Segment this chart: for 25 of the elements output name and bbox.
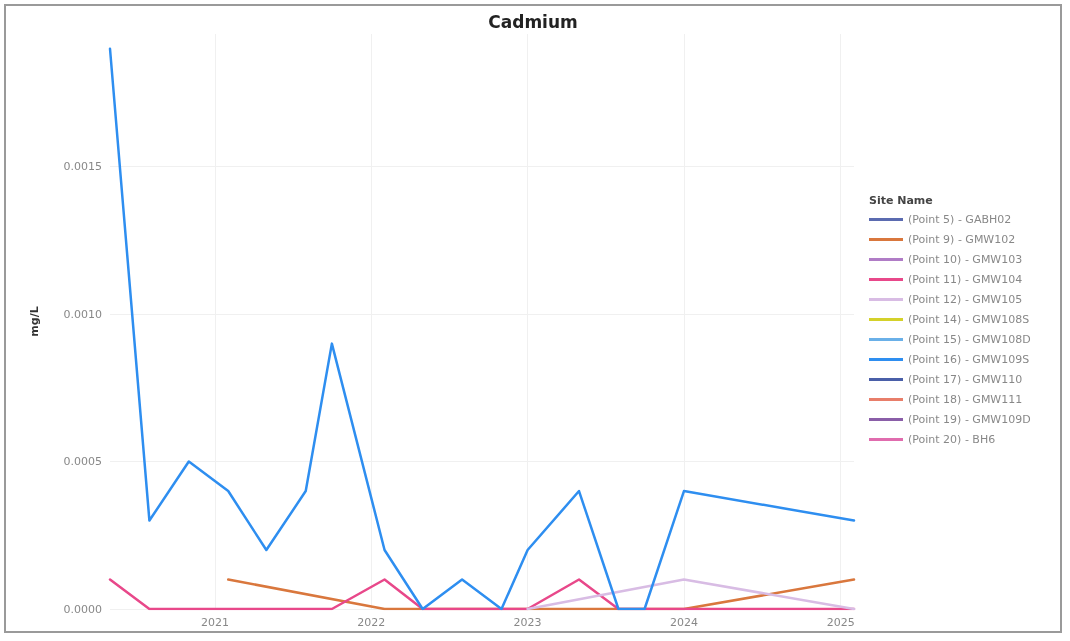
- legend-label: (Point 17) - GMW110: [908, 373, 1023, 386]
- y-axis-title: mg/L: [28, 306, 41, 337]
- x-tick-label: 2021: [200, 616, 229, 629]
- legend-label: (Point 11) - GMW104: [908, 273, 1023, 286]
- line-series: [108, 47, 856, 611]
- y-tick-label: 0.0010: [63, 307, 102, 321]
- legend-label: (Point 14) - GMW108S: [908, 313, 1030, 326]
- legend-label: (Point 12) - GMW105: [908, 293, 1023, 306]
- x-tick-label: 2024: [669, 616, 698, 629]
- legend-label: (Point 10) - GMW103: [908, 253, 1023, 266]
- legend-label: (Point 16) - GMW109S: [908, 353, 1030, 366]
- legend-title: Site Name: [869, 194, 933, 207]
- legend-label: (Point 15) - GMW108D: [908, 333, 1031, 346]
- legend-label: (Point 5) - GABH02: [908, 213, 1012, 226]
- legend-label: (Point 20) - BH6: [908, 433, 996, 446]
- y-tick-label: 0.0005: [63, 455, 102, 469]
- x-tick-label: 2023: [513, 616, 542, 629]
- legend-label: (Point 18) - GMW111: [908, 393, 1023, 406]
- y-tick-label: 0.0000: [63, 602, 102, 616]
- x-tick-label: 2022: [357, 616, 386, 629]
- legend-label: (Point 9) - GMW102: [908, 233, 1016, 246]
- chart-title: Cadmium: [488, 11, 578, 32]
- x-tick-label: 2025: [826, 616, 855, 629]
- legend-label: (Point 19) - GMW109D: [908, 413, 1031, 426]
- y-tick-label: 0.0015: [63, 160, 102, 174]
